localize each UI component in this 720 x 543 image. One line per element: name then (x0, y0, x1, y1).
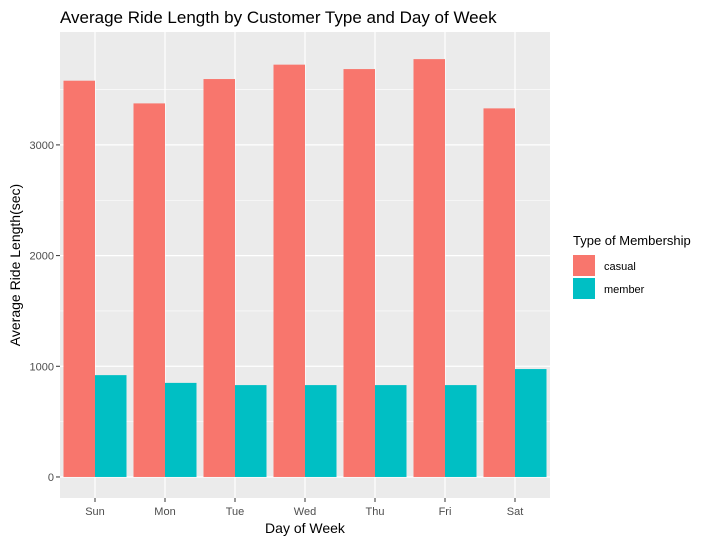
y-tick-label: 1000 (30, 361, 54, 373)
legend-title: Type of Membership (573, 233, 691, 248)
x-tick-label: Fri (439, 506, 452, 518)
bar-casual-tue (203, 79, 235, 477)
bar-casual-fri (413, 59, 445, 477)
x-axis-title: Day of Week (265, 520, 346, 536)
x-tick-label: Sun (85, 506, 105, 518)
bar-member-mon (165, 382, 197, 477)
bar-casual-mon (133, 103, 165, 477)
bar-member-wed (305, 385, 337, 477)
x-tick-label: Mon (154, 506, 175, 518)
bar-casual-wed (273, 64, 305, 477)
legend: Type of Membership casual member (573, 233, 691, 299)
y-tick-label: 2000 (30, 251, 54, 263)
x-tick-label: Tue (226, 506, 245, 518)
legend-key-member (573, 278, 595, 299)
bar-member-thu (375, 385, 407, 477)
x-axis: Sun Mon Tue Wed Thu Fri Sat (85, 498, 523, 518)
bar-casual-sun (63, 80, 95, 477)
x-tick-label: Thu (366, 506, 385, 518)
legend-label-casual: casual (604, 261, 636, 273)
bar-casual-thu (343, 69, 375, 477)
legend-label-member: member (604, 284, 645, 296)
y-tick-label: 3000 (30, 140, 54, 152)
chart-title: Average Ride Length by Customer Type and… (60, 8, 497, 27)
x-tick-label: Wed (294, 506, 316, 518)
bar-member-fri (445, 385, 477, 477)
legend-key-casual (573, 255, 595, 276)
x-tick-label: Sat (507, 506, 524, 518)
y-axis-title: Average Ride Length(sec) (7, 184, 23, 346)
bar-member-tue (235, 385, 267, 477)
y-tick-label: 0 (48, 472, 54, 484)
bar-member-sun (95, 375, 127, 477)
bars (63, 59, 547, 477)
bar-member-sat (515, 369, 547, 477)
bar-casual-sat (483, 108, 515, 477)
y-axis: 0 1000 2000 3000 (30, 140, 60, 484)
